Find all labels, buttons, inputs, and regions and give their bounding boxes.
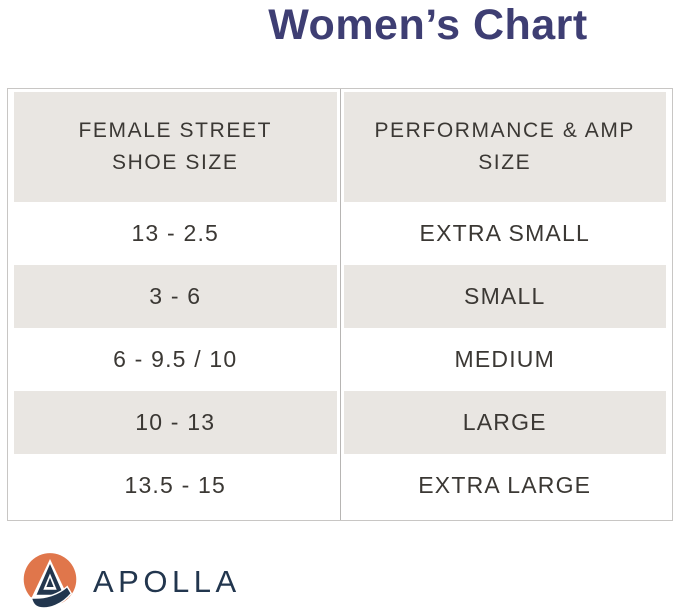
performance-size-cell: EXTRA LARGE <box>343 454 666 517</box>
performance-size-cell: SMALL <box>343 265 666 328</box>
performance-size-cell: MEDIUM <box>343 328 666 391</box>
table-row: 13 - 2.5 EXTRA SMALL <box>14 202 666 265</box>
shoe-size-cell: 13 - 2.5 <box>14 202 337 265</box>
table-row: 13.5 - 15 EXTRA LARGE <box>14 454 666 517</box>
apolla-logo-icon <box>23 553 77 609</box>
page-title: Women’s Chart <box>268 1 588 49</box>
table-row: 10 - 13 LARGE <box>14 391 666 454</box>
table-row: 3 - 6 SMALL <box>14 265 666 328</box>
shoe-size-cell: 3 - 6 <box>14 265 337 328</box>
brand-name: APOLLA <box>93 564 241 599</box>
header-performance-size: PERFORMANCE & AMP SIZE <box>343 92 666 202</box>
header-performance-size-label: PERFORMANCE & AMP SIZE <box>374 119 636 174</box>
brand-logo: APOLLA <box>21 552 241 613</box>
shoe-size-cell: 10 - 13 <box>14 391 337 454</box>
table-row: 6 - 9.5 / 10 MEDIUM <box>14 328 666 391</box>
header-shoe-size-label: FEMALE STREET SHOE SIZE <box>78 119 272 174</box>
shoe-size-cell: 13.5 - 15 <box>14 454 337 517</box>
header-shoe-size: FEMALE STREET SHOE SIZE <box>14 92 337 202</box>
size-table: FEMALE STREET SHOE SIZE PERFORMANCE & AM… <box>7 88 673 521</box>
column-divider <box>340 89 341 520</box>
shoe-size-cell: 6 - 9.5 / 10 <box>14 328 337 391</box>
table-header-row: FEMALE STREET SHOE SIZE PERFORMANCE & AM… <box>14 92 666 202</box>
performance-size-cell: EXTRA SMALL <box>343 202 666 265</box>
performance-size-cell: LARGE <box>343 391 666 454</box>
